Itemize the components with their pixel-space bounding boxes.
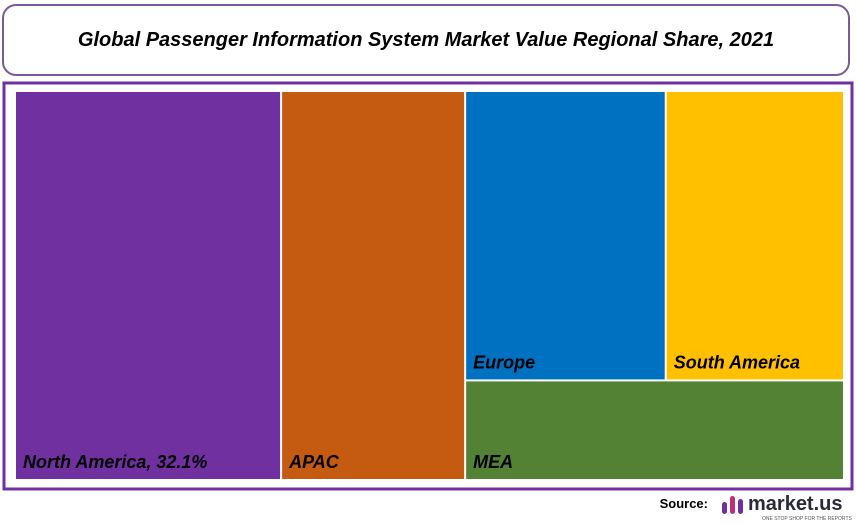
tagline: ONE STOP SHOP FOR THE REPORTS [762,516,853,522]
tile [666,92,843,380]
source-label: Source: [660,496,708,511]
chart-frame [2,81,854,491]
tile-label: Europe [473,352,535,372]
tile-label: MEA [473,452,513,472]
brand-logo [722,496,743,514]
tile-label: North America, 32.1% [23,452,207,472]
brand: market.us [748,493,843,515]
tile [466,92,665,380]
title-box: Global Passenger Information System Mark… [2,4,850,76]
tile [16,92,281,479]
tile [282,92,465,479]
chart-title: Global Passenger Information System Mark… [77,28,775,51]
tile-label: APAC [288,452,340,472]
tile [466,381,843,479]
tile-label: South America [674,352,800,372]
